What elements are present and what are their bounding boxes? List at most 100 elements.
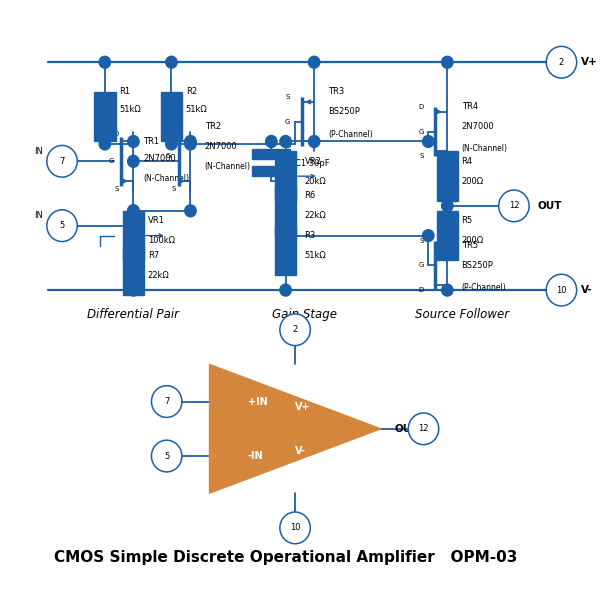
Circle shape xyxy=(128,205,139,217)
Circle shape xyxy=(408,413,439,445)
Text: G: G xyxy=(109,158,115,164)
Text: Gain Stage: Gain Stage xyxy=(272,308,337,322)
Text: G: G xyxy=(285,119,290,125)
Circle shape xyxy=(128,254,139,266)
Text: CMOS Simple Discrete Operational Amplifier   OPM-03: CMOS Simple Discrete Operational Amplifi… xyxy=(54,550,517,565)
Bar xyxy=(94,92,116,142)
Circle shape xyxy=(422,230,434,242)
Bar xyxy=(161,92,182,142)
Circle shape xyxy=(47,145,77,177)
Text: S: S xyxy=(419,154,424,160)
Text: 20kΩ: 20kΩ xyxy=(305,176,326,185)
Text: S: S xyxy=(286,94,290,100)
Text: 2N7000: 2N7000 xyxy=(205,142,238,151)
Text: TR3: TR3 xyxy=(328,88,344,97)
Circle shape xyxy=(47,210,77,242)
Text: TR4: TR4 xyxy=(461,103,478,112)
Text: IN: IN xyxy=(34,147,43,156)
Text: 2: 2 xyxy=(292,325,298,334)
Text: 22kΩ: 22kΩ xyxy=(148,271,169,280)
Circle shape xyxy=(185,136,196,148)
Text: 200Ω: 200Ω xyxy=(461,236,484,245)
Circle shape xyxy=(166,56,177,68)
Bar xyxy=(275,226,296,275)
Circle shape xyxy=(280,230,291,242)
Text: D: D xyxy=(418,287,424,293)
Circle shape xyxy=(151,440,182,472)
Bar xyxy=(122,245,144,295)
Bar xyxy=(252,166,290,176)
Text: D: D xyxy=(114,131,119,137)
Text: 200Ω: 200Ω xyxy=(461,176,484,185)
Text: Source Follower: Source Follower xyxy=(415,308,509,322)
Text: TR5: TR5 xyxy=(461,241,478,250)
Text: 2: 2 xyxy=(559,58,564,67)
Text: S: S xyxy=(115,185,119,191)
Text: G: G xyxy=(166,154,172,160)
Circle shape xyxy=(308,56,320,68)
Text: +IN: +IN xyxy=(248,397,267,407)
Text: V-: V- xyxy=(295,446,306,456)
Text: D: D xyxy=(285,143,290,149)
Circle shape xyxy=(128,155,139,167)
Circle shape xyxy=(99,56,110,68)
Text: Differential Pair: Differential Pair xyxy=(88,308,179,322)
Circle shape xyxy=(308,136,320,148)
Text: 10: 10 xyxy=(290,523,301,532)
Circle shape xyxy=(128,205,139,217)
Circle shape xyxy=(166,138,177,150)
Circle shape xyxy=(128,136,139,148)
Text: G: G xyxy=(418,128,424,134)
Circle shape xyxy=(185,205,196,217)
Bar xyxy=(437,211,458,260)
Circle shape xyxy=(546,46,577,78)
Text: 5: 5 xyxy=(164,452,169,461)
Text: V-: V- xyxy=(580,285,592,295)
Text: V+: V+ xyxy=(295,401,311,412)
Circle shape xyxy=(422,136,434,148)
Text: R2: R2 xyxy=(185,88,197,97)
Text: G: G xyxy=(418,262,424,268)
Text: 5: 5 xyxy=(59,221,65,230)
Circle shape xyxy=(280,175,291,187)
Circle shape xyxy=(442,56,453,68)
Text: TR1: TR1 xyxy=(143,137,159,146)
Circle shape xyxy=(280,230,291,242)
Text: S: S xyxy=(419,238,424,244)
Text: 51kΩ: 51kΩ xyxy=(119,105,141,114)
Circle shape xyxy=(442,200,453,212)
Text: (P-Channel): (P-Channel) xyxy=(328,130,373,139)
Circle shape xyxy=(266,136,277,148)
Text: (P-Channel): (P-Channel) xyxy=(461,283,506,292)
Circle shape xyxy=(128,284,139,296)
Text: D: D xyxy=(418,104,424,110)
Text: VR1: VR1 xyxy=(148,216,164,225)
Text: (N-Channel): (N-Channel) xyxy=(143,174,189,183)
Text: OUT: OUT xyxy=(395,424,419,434)
Circle shape xyxy=(280,284,291,296)
Text: R4: R4 xyxy=(461,157,473,166)
Bar xyxy=(252,149,290,159)
Text: D: D xyxy=(171,131,176,137)
Circle shape xyxy=(151,386,182,418)
Text: VR2: VR2 xyxy=(305,157,322,166)
Text: S: S xyxy=(172,185,176,191)
Text: 7: 7 xyxy=(59,157,65,166)
Text: (N-Channel): (N-Channel) xyxy=(205,162,251,171)
Text: V+: V+ xyxy=(580,57,597,67)
Text: R7: R7 xyxy=(148,251,159,260)
Text: (N-Channel): (N-Channel) xyxy=(461,145,508,154)
Text: BS250P: BS250P xyxy=(328,107,360,116)
Text: -IN: -IN xyxy=(248,451,263,461)
Text: TR2: TR2 xyxy=(205,122,221,131)
Text: R6: R6 xyxy=(305,191,316,200)
Text: 51kΩ: 51kΩ xyxy=(305,251,326,260)
Text: BS250P: BS250P xyxy=(461,261,493,270)
Polygon shape xyxy=(209,364,381,493)
Text: 7: 7 xyxy=(164,397,169,406)
Circle shape xyxy=(280,512,310,544)
Circle shape xyxy=(185,138,196,150)
Bar xyxy=(275,186,296,236)
Circle shape xyxy=(546,274,577,306)
Text: 51kΩ: 51kΩ xyxy=(185,105,208,114)
